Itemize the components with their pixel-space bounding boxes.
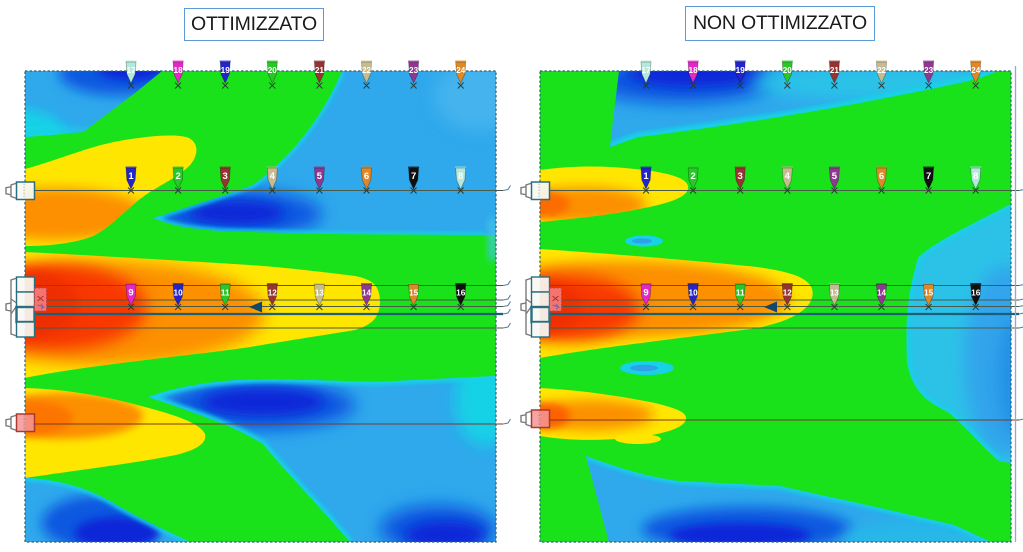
svg-text:16: 16 <box>971 289 981 298</box>
svg-text:1: 1 <box>643 171 649 182</box>
svg-text:22: 22 <box>877 66 887 75</box>
svg-text:12: 12 <box>783 289 793 298</box>
svg-text:9: 9 <box>643 288 648 299</box>
svg-text:6: 6 <box>879 171 884 182</box>
svg-text:13: 13 <box>315 289 325 298</box>
svg-text:21: 21 <box>315 66 325 75</box>
svg-text:6: 6 <box>364 171 369 182</box>
svg-text:7: 7 <box>411 171 416 182</box>
svg-text:10: 10 <box>689 289 699 298</box>
svg-text:18: 18 <box>174 66 184 75</box>
svg-text:20: 20 <box>268 66 278 75</box>
svg-text:24: 24 <box>456 66 466 75</box>
svg-text:7: 7 <box>926 171 931 182</box>
svg-text:3: 3 <box>223 171 228 182</box>
svg-text:15: 15 <box>924 289 934 298</box>
svg-text:11: 11 <box>736 289 745 298</box>
svg-text:22: 22 <box>362 66 372 75</box>
svg-text:11: 11 <box>221 289 230 298</box>
svg-text:16: 16 <box>456 289 466 298</box>
svg-text:8: 8 <box>973 171 978 182</box>
svg-text:2: 2 <box>690 171 695 182</box>
svg-text:5: 5 <box>317 171 323 182</box>
svg-text:17: 17 <box>641 66 651 75</box>
svg-text:8: 8 <box>458 171 463 182</box>
svg-text:23: 23 <box>924 66 934 75</box>
svg-text:5: 5 <box>832 171 838 182</box>
svg-text:21: 21 <box>830 66 840 75</box>
svg-text:19: 19 <box>736 66 746 75</box>
svg-text:1: 1 <box>128 171 134 182</box>
svg-text:19: 19 <box>221 66 231 75</box>
svg-text:2: 2 <box>175 171 180 182</box>
svg-text:24: 24 <box>971 66 981 75</box>
svg-text:23: 23 <box>409 66 419 75</box>
svg-text:18: 18 <box>689 66 699 75</box>
svg-text:4: 4 <box>785 171 791 182</box>
svg-text:4: 4 <box>270 171 276 182</box>
svg-text:14: 14 <box>362 289 372 298</box>
svg-text:3: 3 <box>738 171 743 182</box>
svg-text:14: 14 <box>877 289 887 298</box>
svg-text:20: 20 <box>783 66 793 75</box>
svg-text:9: 9 <box>128 288 133 299</box>
svg-text:13: 13 <box>830 289 840 298</box>
svg-text:17: 17 <box>126 66 136 75</box>
svg-text:15: 15 <box>409 289 419 298</box>
svg-text:12: 12 <box>268 289 278 298</box>
svg-text:10: 10 <box>174 289 184 298</box>
